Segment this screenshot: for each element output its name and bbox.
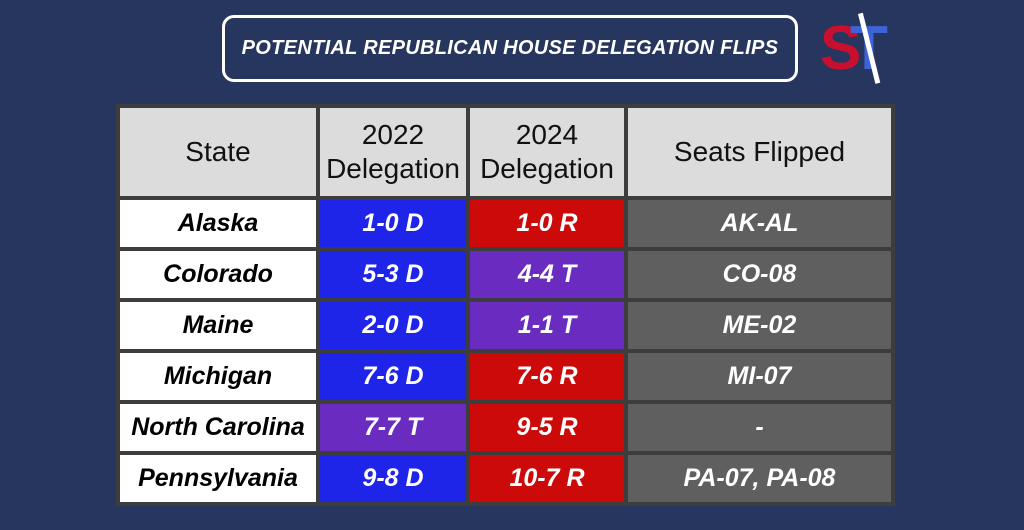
delegation-2024-cell: 9-5 R xyxy=(466,400,628,455)
state-cell: Colorado xyxy=(116,247,320,302)
table-row: North Carolina 7-7 T 9-5 R- xyxy=(116,400,895,455)
header-2024-delegation: 2024 Delegation xyxy=(466,104,628,200)
delegation-2022-cell: 1-0 D xyxy=(316,196,470,251)
delegation-2024-cell: 10-7 R xyxy=(466,451,628,506)
title-box: POTENTIAL REPUBLICAN HOUSE DELEGATION FL… xyxy=(222,15,798,82)
delegation-2024-cell: 1-0 R xyxy=(466,196,628,251)
table-header-row: State 2022 Delegation 2024 Delegation Se… xyxy=(116,104,895,200)
table-row: Colorado 5-3 D 4-4 T CO-08 xyxy=(116,247,895,302)
state-cell: North Carolina xyxy=(116,400,320,455)
page-title: POTENTIAL REPUBLICAN HOUSE DELEGATION FL… xyxy=(241,37,779,59)
delegation-2022-cell: 9-8 D xyxy=(316,451,470,506)
header-2024-label: Delegation xyxy=(480,153,614,184)
seats-flipped-cell: - xyxy=(624,400,895,455)
delegation-2024-cell: 7-6 R xyxy=(466,349,628,404)
header-state: State xyxy=(116,104,320,200)
header-2022-delegation: 2022 Delegation xyxy=(316,104,470,200)
delegation-2024-cell: 4-4 T xyxy=(466,247,628,302)
delegation-2022-cell: 5-3 D xyxy=(316,247,470,302)
state-cell: Pennsylvania xyxy=(116,451,320,506)
seats-flipped-cell: PA-07, PA-08 xyxy=(624,451,895,506)
seats-flipped-cell: CO-08 xyxy=(624,247,895,302)
table-row: Pennsylvania 9-8 D 10-7 R PA-07, PA-08 xyxy=(116,451,895,506)
delegation-2022-cell: 7-7 T xyxy=(316,400,470,455)
delegation-2022-cell: 7-6 D xyxy=(316,349,470,404)
table-row: Maine 2-0 D 1-1 T ME-02 xyxy=(116,298,895,353)
header-2022-label: Delegation xyxy=(326,153,460,184)
table-row: Alaska 1-0 D 1-0 R AK-AL xyxy=(116,196,895,251)
logo: S T xyxy=(820,12,900,84)
delegation-table: State 2022 Delegation 2024 Delegation Se… xyxy=(116,104,895,506)
seats-flipped-cell: MI-07 xyxy=(624,349,895,404)
delegation-2024-cell: 1-1 T xyxy=(466,298,628,353)
seats-flipped-cell: AK-AL xyxy=(624,196,895,251)
seats-flipped-cell: ME-02 xyxy=(624,298,895,353)
state-cell: Alaska xyxy=(116,196,320,251)
delegation-2022-cell: 2-0 D xyxy=(316,298,470,353)
header-2024-year: 2024 xyxy=(515,119,579,150)
state-cell: Maine xyxy=(116,298,320,353)
header-seats-flipped: Seats Flipped xyxy=(624,104,895,200)
header-2022-year: 2022 xyxy=(361,119,425,150)
logo-letter-s: S xyxy=(820,14,862,83)
table-row: Michigan 7-6 D 7-6 R MI-07 xyxy=(116,349,895,404)
state-cell: Michigan xyxy=(116,349,320,404)
